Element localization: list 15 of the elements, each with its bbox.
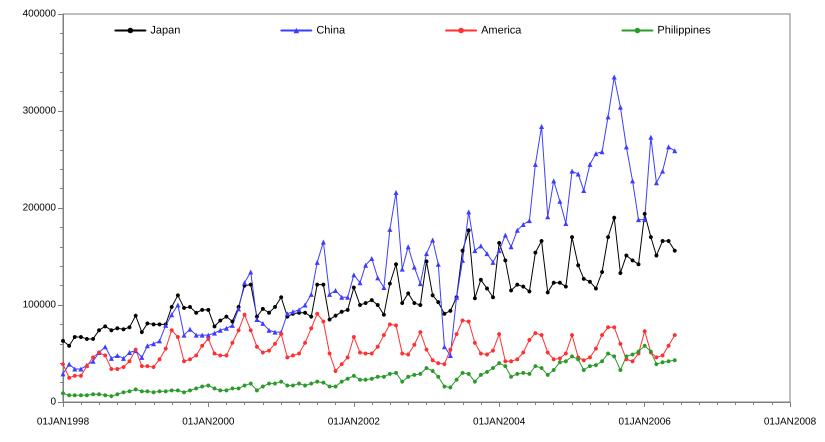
y-tick-label: 0 (50, 396, 56, 408)
legend-label: China (316, 24, 346, 36)
y-tick-label: 300000 (22, 106, 56, 116)
x-tick-label: 01JAN2002 (328, 416, 380, 428)
x-tick-label: 01JAN2008 (764, 416, 817, 428)
x-tick-label: 01JAN1998 (36, 416, 90, 428)
legend-label: Philippines (657, 24, 712, 36)
x-tick-label: 01JAN2006 (618, 416, 672, 428)
x-tick-label: 01JAN2004 (473, 416, 526, 428)
x-tick-label: 01JAN2000 (182, 416, 235, 428)
legend-label: America (481, 24, 522, 36)
y-tick-label: 200000 (22, 202, 56, 214)
y-tick-label: 100000 (22, 300, 56, 310)
y-tick-label: 400000 (22, 8, 56, 20)
legend-label: Japan (150, 24, 180, 36)
